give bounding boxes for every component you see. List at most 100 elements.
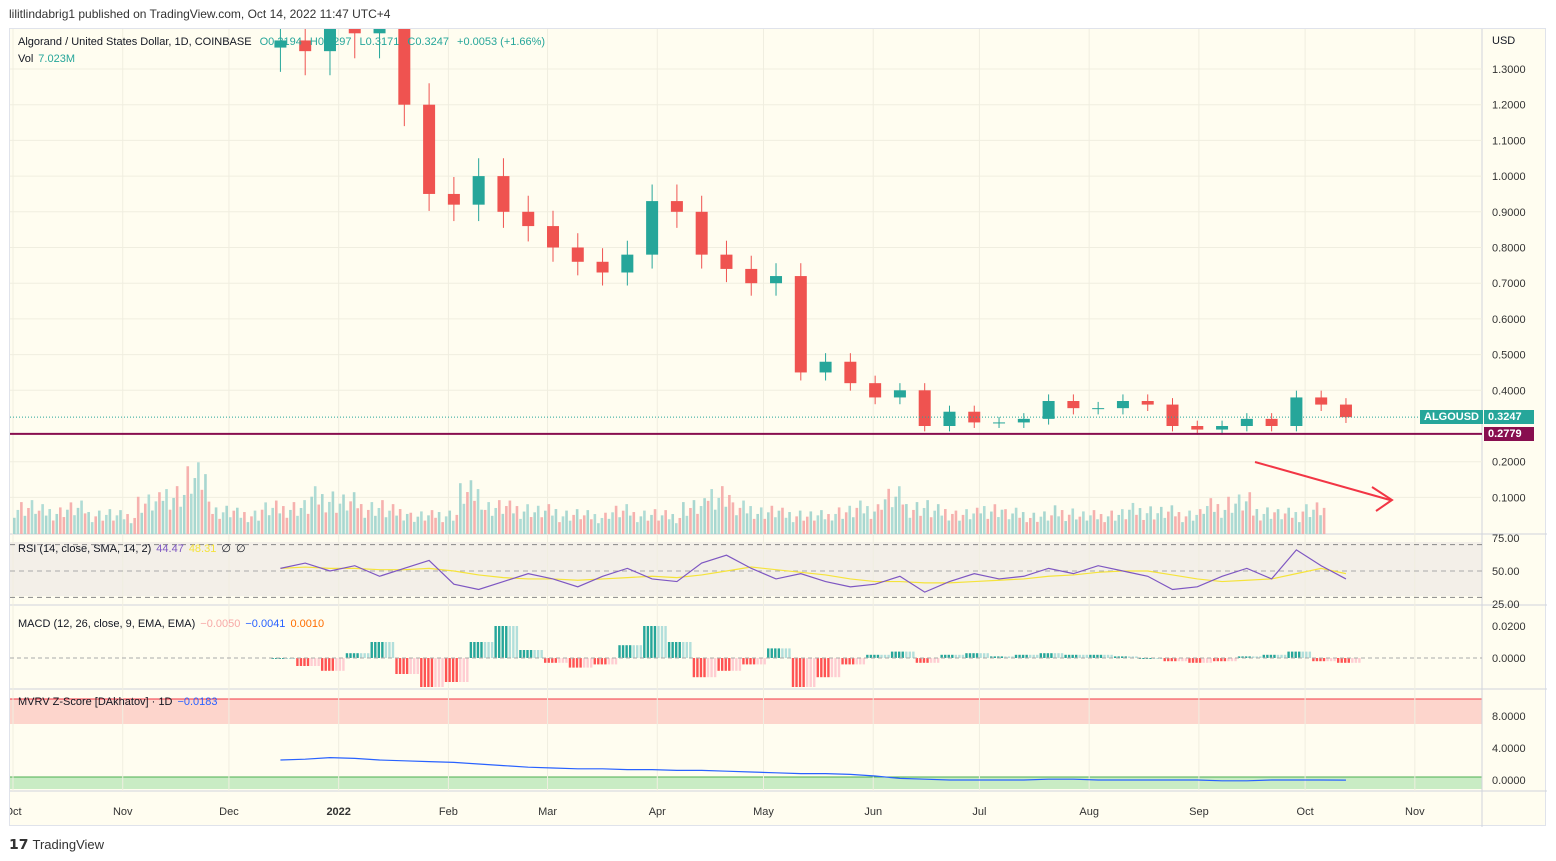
time-tick-label: Dec (219, 806, 239, 818)
macd-hist-bar (388, 642, 391, 658)
macd-hist-bar (1057, 653, 1060, 658)
macd-hist-bar (508, 626, 511, 658)
volume-bar (1276, 509, 1280, 534)
volume-bar (437, 512, 441, 534)
macd-hist-bar (844, 658, 848, 665)
volume-bar (767, 512, 770, 534)
volume-bar (218, 518, 221, 534)
volume-bar (158, 492, 161, 534)
volume-bar (20, 502, 23, 534)
macd-hist-bar (522, 650, 526, 658)
macd-hist-bar (1294, 651, 1297, 658)
volume-bar (809, 511, 813, 534)
volume-bar (83, 513, 87, 534)
rsi-label[interactable]: RSI (14, close, SMA, 14, 2) (18, 543, 152, 555)
chart-frame[interactable]: Oct Nov Dec 2022 Feb Mar Apr May Jun Jul Aug Sep Oct… (9, 28, 1547, 827)
volume-bar (1085, 520, 1089, 534)
macd-hist-bar (759, 658, 763, 665)
macd-hist-bar (391, 642, 395, 658)
volume-legend: Vol 7.023M (18, 53, 80, 65)
volume-bar (961, 514, 965, 534)
macd-hist-bar (1149, 658, 1152, 659)
macd-hist-bar (490, 642, 494, 658)
candle-body (1166, 404, 1179, 426)
chart-canvas[interactable]: Oct Nov Dec 2022 Feb Mar Apr May Jun Jul Aug Sep Oct… (10, 29, 1547, 827)
time-tick-label: Jul (972, 806, 986, 818)
candle-body (1290, 397, 1303, 426)
macd-hist-bar (660, 626, 664, 658)
macd-hist-bar (774, 648, 777, 658)
volume-bar (473, 500, 476, 534)
price-tick-label: 0.6000 (1492, 314, 1526, 326)
macd-hist-bar (1276, 654, 1280, 658)
volume-bar (965, 509, 968, 534)
macd-hist-bar (444, 658, 448, 682)
volume-bar (483, 509, 487, 534)
volume-bar (717, 497, 721, 534)
volume-bar (706, 500, 710, 534)
macd-hist-bar (1220, 658, 1223, 662)
mvrv-label[interactable]: MVRV Z-Score [DAkhatov] · 1D (18, 696, 173, 708)
volume-bar (342, 494, 345, 534)
volume-bar (1138, 508, 1142, 534)
rsi-value: 44.47 (156, 543, 184, 555)
macd-hist-bar (320, 658, 324, 671)
time-tick-label: 2022 (326, 806, 350, 818)
symbol-title[interactable]: Algorand / United States Dollar, 1D, COI… (18, 36, 252, 48)
macd-hist-bar (1329, 658, 1333, 662)
volume-bar (636, 522, 639, 534)
candle-body (1017, 418, 1030, 423)
macd-hist-bar (579, 658, 582, 668)
volume-bar (611, 512, 614, 534)
macd-hist-bar (901, 651, 904, 658)
macd-hist-bar (420, 658, 423, 687)
volume-bar (1043, 511, 1046, 534)
volume-bar (682, 502, 685, 534)
volume-bar (66, 509, 69, 534)
volume-bar (756, 513, 759, 534)
volume-bar (597, 523, 600, 534)
volume-bar (34, 513, 37, 534)
macd-hist-bar (558, 658, 561, 663)
volume-bar (703, 498, 706, 534)
tradingview-logo[interactable]: 𝟭𝟳 TradingView (9, 836, 104, 853)
macd-hist-bar (1036, 654, 1039, 658)
macd-label[interactable]: MACD (12, 26, close, 9, EMA, EMA) (18, 618, 196, 630)
volume-bar (990, 511, 993, 534)
rsi-value-3: ∅ (221, 543, 231, 555)
volume-bar (1280, 519, 1283, 534)
macd-hist-bar (699, 658, 703, 678)
macd-hist-bar (898, 651, 901, 658)
volume-bar (529, 517, 533, 534)
volume-bar (147, 494, 151, 534)
vol-label[interactable]: Vol (18, 53, 34, 65)
volume-bar (1025, 522, 1029, 534)
macd-legend: MACD (12, 26, close, 9, EMA, EMA) −0.0050… (18, 618, 329, 630)
macd-hist-bar (533, 650, 536, 658)
volume-bar (944, 509, 947, 534)
macd-hist-bar (742, 658, 745, 665)
macd-hist-bar (830, 658, 834, 678)
volume-bar (324, 512, 328, 534)
price-tick-label: 1.3000 (1492, 64, 1526, 76)
volume-bar (650, 514, 653, 534)
volume-bar (69, 502, 73, 534)
macd-hist-bar (1209, 658, 1212, 663)
macd-hist-bar (1046, 653, 1050, 658)
volume-bar (182, 494, 186, 534)
volume-bar (1096, 519, 1099, 534)
macd-hist-bar (480, 642, 483, 658)
volume-bar (1152, 519, 1156, 534)
volume-bar (129, 523, 133, 534)
candle-body (348, 29, 361, 34)
ohlc-low: L0.3171 (359, 36, 400, 48)
macd-hist-bar (915, 658, 919, 663)
volume-bar (1262, 513, 1266, 534)
candle-body (547, 226, 559, 248)
volume-bar (997, 517, 1000, 534)
mvrv-tick-label: 4.0000 (1492, 743, 1526, 755)
mvrv-undervalued-zone (10, 777, 1482, 789)
volume-bar (1181, 522, 1184, 534)
volume-bar (190, 493, 193, 534)
candle-body (1141, 401, 1154, 405)
